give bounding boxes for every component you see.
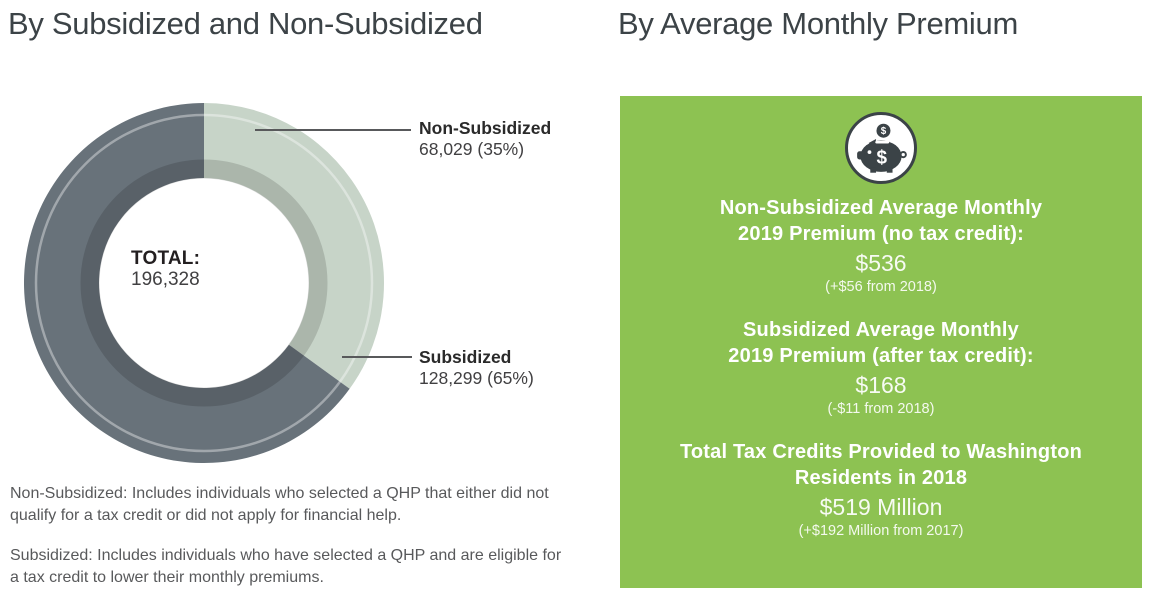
stat-value: $519 Million — [819, 494, 943, 520]
piggy-bank-glyph: $ $ — [857, 123, 907, 173]
stat-change: (-$11 from 2018) — [827, 401, 935, 417]
svg-text:$: $ — [881, 126, 887, 137]
stat-subsidized-premium: Subsidized Average Monthly 2019 Premium … — [728, 317, 1033, 418]
stat-heading-line2: Residents in 2018 — [794, 467, 968, 489]
stat-heading-line1: Non-Subsidized Average Monthly — [719, 197, 1043, 219]
callout-subsidized: Subsidized 128,299 (65%) — [419, 347, 534, 389]
stat-heading-line2: 2019 Premium (after tax credit): — [728, 345, 1034, 367]
stat-heading: Non-Subsidized Average Monthly 2019 Prem… — [720, 195, 1042, 247]
donut-svg — [23, 103, 384, 463]
stat-heading-line1: Subsidized Average Monthly — [743, 319, 1019, 341]
callout-subsidized-label: Subsidized — [419, 347, 512, 367]
premium-panel: $ $ Non-Subsidi — [620, 96, 1142, 588]
callout-non-subsidized-label: Non-Subsidized — [419, 118, 552, 138]
donut-slice-subsidized — [23, 103, 350, 463]
donut-slice-non-subsidized — [204, 103, 384, 389]
callout-subsidized-value: 128,299 (65%) — [419, 368, 534, 388]
footnote-subsidized: Subsidized: Includes individuals who hav… — [10, 547, 562, 586]
donut-center-total: TOTAL: 196,328 — [131, 248, 200, 290]
footnotes: Non-Subsidized: Includes individuals who… — [10, 483, 562, 588]
callout-non-subsidized: Non-Subsidized 68,029 (35%) — [419, 118, 551, 160]
stat-heading: Total Tax Credits Provided to Washington… — [680, 439, 1082, 491]
stat-change: (+$192 Million from 2017) — [798, 523, 964, 539]
svg-text:$: $ — [877, 148, 888, 169]
footnote-non-subsidized: Non-Subsidized: Includes individuals who… — [10, 485, 549, 524]
donut-outer-highlight-ring — [34, 113, 374, 453]
donut-chart — [19, 94, 389, 472]
donut-inner-shade-ring — [80, 159, 328, 407]
stat-heading-line2: 2019 Premium (no tax credit): — [738, 223, 1024, 245]
left-panel-title: By Subsidized and Non-Subsidized — [8, 6, 483, 41]
donut-overlays — [34, 113, 374, 453]
total-value: 196,328 — [131, 269, 200, 290]
total-label: TOTAL: — [131, 248, 201, 269]
stat-heading: Subsidized Average Monthly 2019 Premium … — [728, 317, 1033, 369]
leader-line-subsidized — [342, 356, 412, 358]
stat-heading-line1: Total Tax Credits Provided to Washington — [679, 441, 1083, 463]
stat-change: (+$56 from 2018) — [825, 279, 937, 295]
callout-non-subsidized-value: 68,029 (35%) — [419, 139, 525, 159]
piggy-bank-icon: $ $ — [845, 112, 917, 184]
stat-non-subsidized-premium: Non-Subsidized Average Monthly 2019 Prem… — [720, 195, 1042, 296]
stat-value: $168 — [855, 372, 907, 398]
stat-value: $536 — [855, 250, 907, 276]
leader-line-non-subsidized — [255, 129, 411, 131]
right-panel-title: By Average Monthly Premium — [618, 6, 1018, 41]
stat-total-tax-credits: Total Tax Credits Provided to Washington… — [680, 439, 1082, 540]
